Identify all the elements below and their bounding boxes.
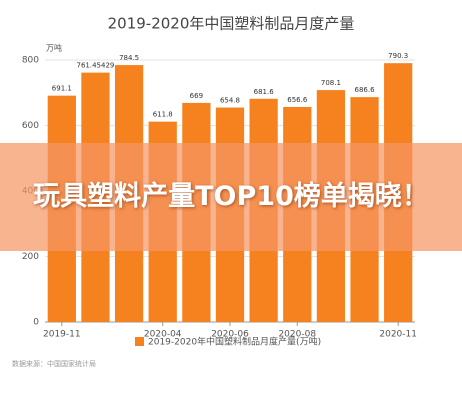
x-tick-label: 2020-04 bbox=[144, 330, 182, 340]
value-label: 761.45429 bbox=[77, 62, 115, 70]
y-tick-label: 600 bbox=[22, 121, 39, 131]
y-tick-label: 800 bbox=[22, 56, 39, 66]
value-label: 656.6 bbox=[287, 96, 308, 104]
value-label: 708.1 bbox=[321, 79, 341, 87]
value-label: 790.3 bbox=[388, 52, 408, 60]
y-tick-label: 200 bbox=[22, 252, 39, 262]
headline: 玩具塑料产量TOP10榜单揭晓！ bbox=[33, 181, 429, 212]
value-label: 784.5 bbox=[119, 54, 139, 62]
value-label: 681.6 bbox=[254, 88, 275, 96]
x-tick-label: 2020-08 bbox=[278, 330, 316, 340]
legend-swatch bbox=[135, 337, 144, 346]
value-label: 654.8 bbox=[220, 97, 240, 105]
x-tick-label: 2020-11 bbox=[379, 330, 417, 340]
chart-title: 2019-2020年中国塑料制品月度产量 bbox=[108, 15, 355, 33]
value-label: 669 bbox=[190, 92, 203, 100]
value-label: 691.1 bbox=[52, 85, 72, 93]
y-tick-label: 0 bbox=[33, 318, 39, 328]
legend-label: 2019-2020年中国塑料制品月度产量(万吨) bbox=[148, 336, 321, 348]
y-axis-label: 万吨 bbox=[46, 43, 62, 53]
banner: 玩具塑料产量TOP10榜单揭晓！ bbox=[0, 143, 462, 251]
value-label: 686.6 bbox=[355, 86, 376, 94]
value-label: 611.8 bbox=[153, 111, 173, 119]
source: 数据来源：中国国家统计局 bbox=[12, 359, 96, 368]
x-tick-label: 2019-11 bbox=[43, 330, 81, 340]
x-tick-label: 2020-06 bbox=[211, 330, 249, 340]
